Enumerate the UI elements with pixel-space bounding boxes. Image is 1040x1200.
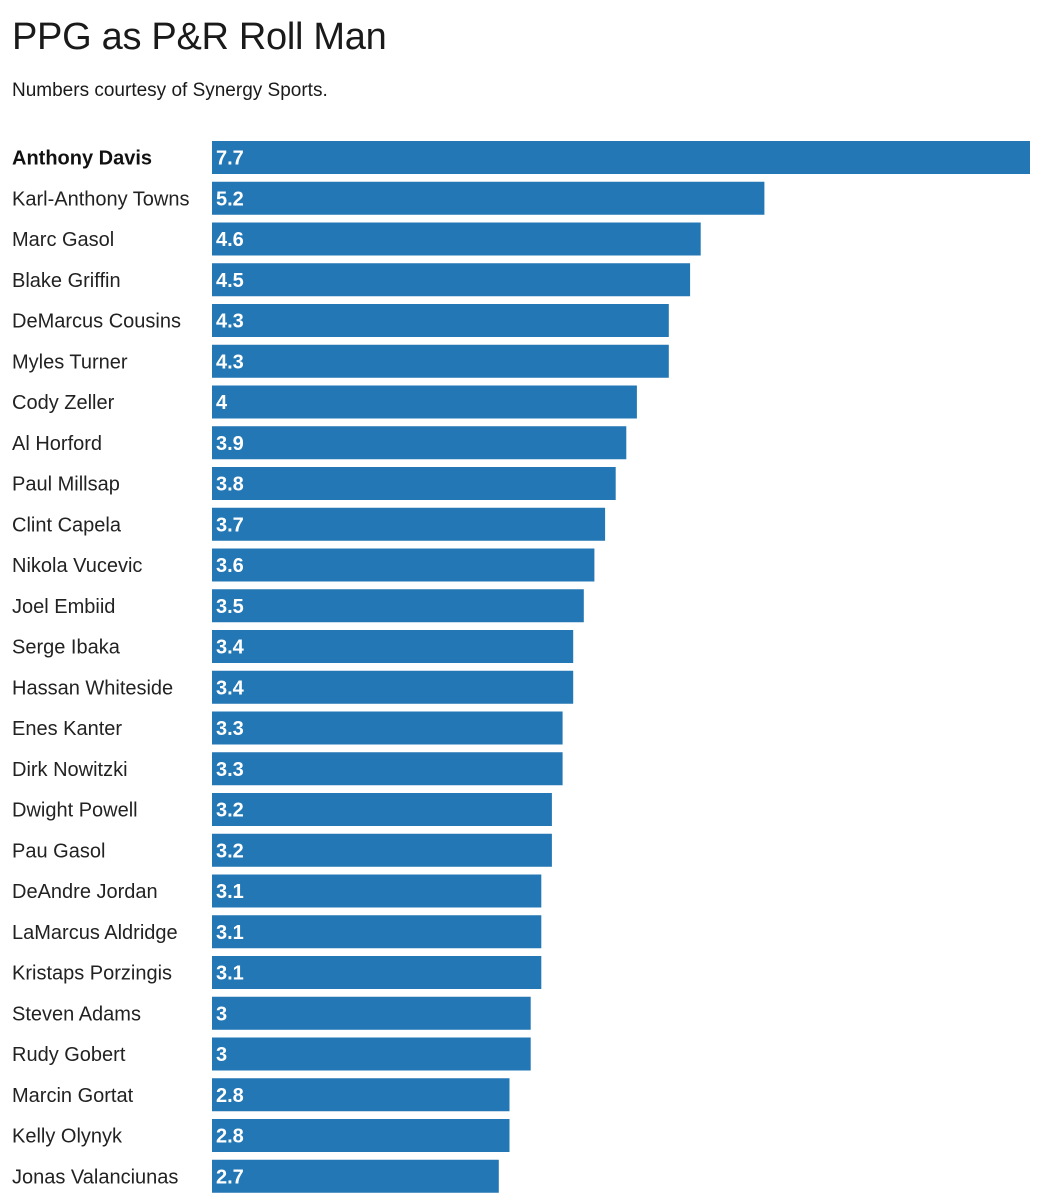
category-label: Cody Zeller (12, 392, 115, 414)
bar[interactable] (212, 874, 542, 908)
data-label: 3.2 (216, 840, 244, 862)
data-label: 3.6 (216, 555, 244, 577)
category-label: Serge Ibaka (12, 637, 121, 659)
bar[interactable] (212, 263, 691, 297)
bar[interactable] (212, 752, 563, 786)
category-label: Joel Embiid (12, 596, 115, 618)
bar[interactable] (212, 589, 584, 623)
bar[interactable] (212, 833, 552, 867)
data-label: 3.4 (216, 637, 245, 659)
bar[interactable] (212, 344, 669, 378)
category-label: Dwight Powell (12, 800, 138, 822)
category-label: Pau Gasol (12, 840, 105, 862)
bar[interactable] (212, 711, 563, 745)
data-label: 4.6 (216, 229, 244, 251)
data-label: 3.5 (216, 596, 244, 618)
category-label: Steven Adams (12, 1003, 141, 1025)
bar[interactable] (212, 426, 627, 460)
data-label: 3.2 (216, 800, 244, 822)
data-label: 4 (216, 392, 228, 414)
bar[interactable] (212, 181, 765, 215)
bar[interactable] (212, 467, 616, 500)
data-label: 3.7 (216, 514, 244, 536)
data-label: 3.1 (216, 881, 244, 903)
chart-title: PPG as P&R Roll Man (12, 16, 387, 58)
category-label: Clint Capela (12, 514, 122, 536)
bar[interactable] (212, 222, 701, 256)
bar[interactable] (212, 548, 595, 582)
bar[interactable] (212, 1159, 499, 1193)
bar[interactable] (212, 996, 531, 1030)
data-label: 4.3 (216, 351, 244, 373)
category-label: Nikola Vucevic (12, 555, 142, 577)
bar[interactable] (212, 1037, 531, 1071)
data-label: 3.3 (216, 759, 244, 781)
category-label: Myles Turner (12, 351, 128, 373)
bar[interactable] (212, 304, 669, 337)
category-label: Karl-Anthony Towns (12, 188, 190, 210)
category-label: Enes Kanter (12, 718, 122, 740)
category-label: Jonas Valanciunas (12, 1166, 178, 1188)
category-label: Kristaps Porzingis (12, 963, 172, 985)
category-label: Marc Gasol (12, 229, 114, 251)
data-label: 2.7 (216, 1166, 244, 1188)
data-label: 7.7 (216, 148, 244, 170)
category-label: Anthony Davis (12, 148, 152, 170)
bar[interactable] (212, 915, 542, 949)
data-label: 3.8 (216, 474, 244, 496)
data-label: 2.8 (216, 1085, 244, 1107)
category-label: DeAndre Jordan (12, 881, 158, 903)
category-label: Dirk Nowitzki (12, 759, 128, 781)
data-label: 4.3 (216, 311, 244, 333)
category-label: Paul Millsap (12, 474, 120, 496)
category-label: Hassan Whiteside (12, 677, 173, 699)
bar[interactable] (212, 507, 606, 541)
bar[interactable] (212, 385, 637, 419)
bar[interactable] (212, 956, 542, 989)
bar[interactable] (212, 793, 552, 826)
chart-subtitle: Numbers courtesy of Synergy Sports. (12, 80, 328, 101)
data-label: 3.3 (216, 718, 244, 740)
data-label: 3.1 (216, 963, 244, 985)
bar[interactable] (212, 1078, 510, 1112)
data-label: 3 (216, 1003, 227, 1025)
category-label: Al Horford (12, 433, 102, 455)
data-label: 3.9 (216, 433, 244, 455)
bar[interactable] (212, 1119, 510, 1152)
bar[interactable] (212, 630, 574, 663)
data-label: 3.4 (216, 677, 245, 699)
data-label: 2.8 (216, 1126, 244, 1148)
data-label: 5.2 (216, 188, 244, 210)
data-label: 4.5 (216, 270, 244, 292)
category-label: Marcin Gortat (12, 1085, 134, 1107)
bar[interactable] (212, 670, 574, 704)
data-label: 3 (216, 1044, 227, 1066)
category-label: DeMarcus Cousins (12, 311, 181, 333)
bar[interactable] (212, 141, 1030, 174)
category-label: Rudy Gobert (12, 1044, 126, 1066)
category-label: Blake Griffin (12, 270, 121, 292)
category-label: Kelly Olynyk (12, 1126, 123, 1148)
category-label: LaMarcus Aldridge (12, 922, 178, 944)
data-label: 3.1 (216, 922, 244, 944)
